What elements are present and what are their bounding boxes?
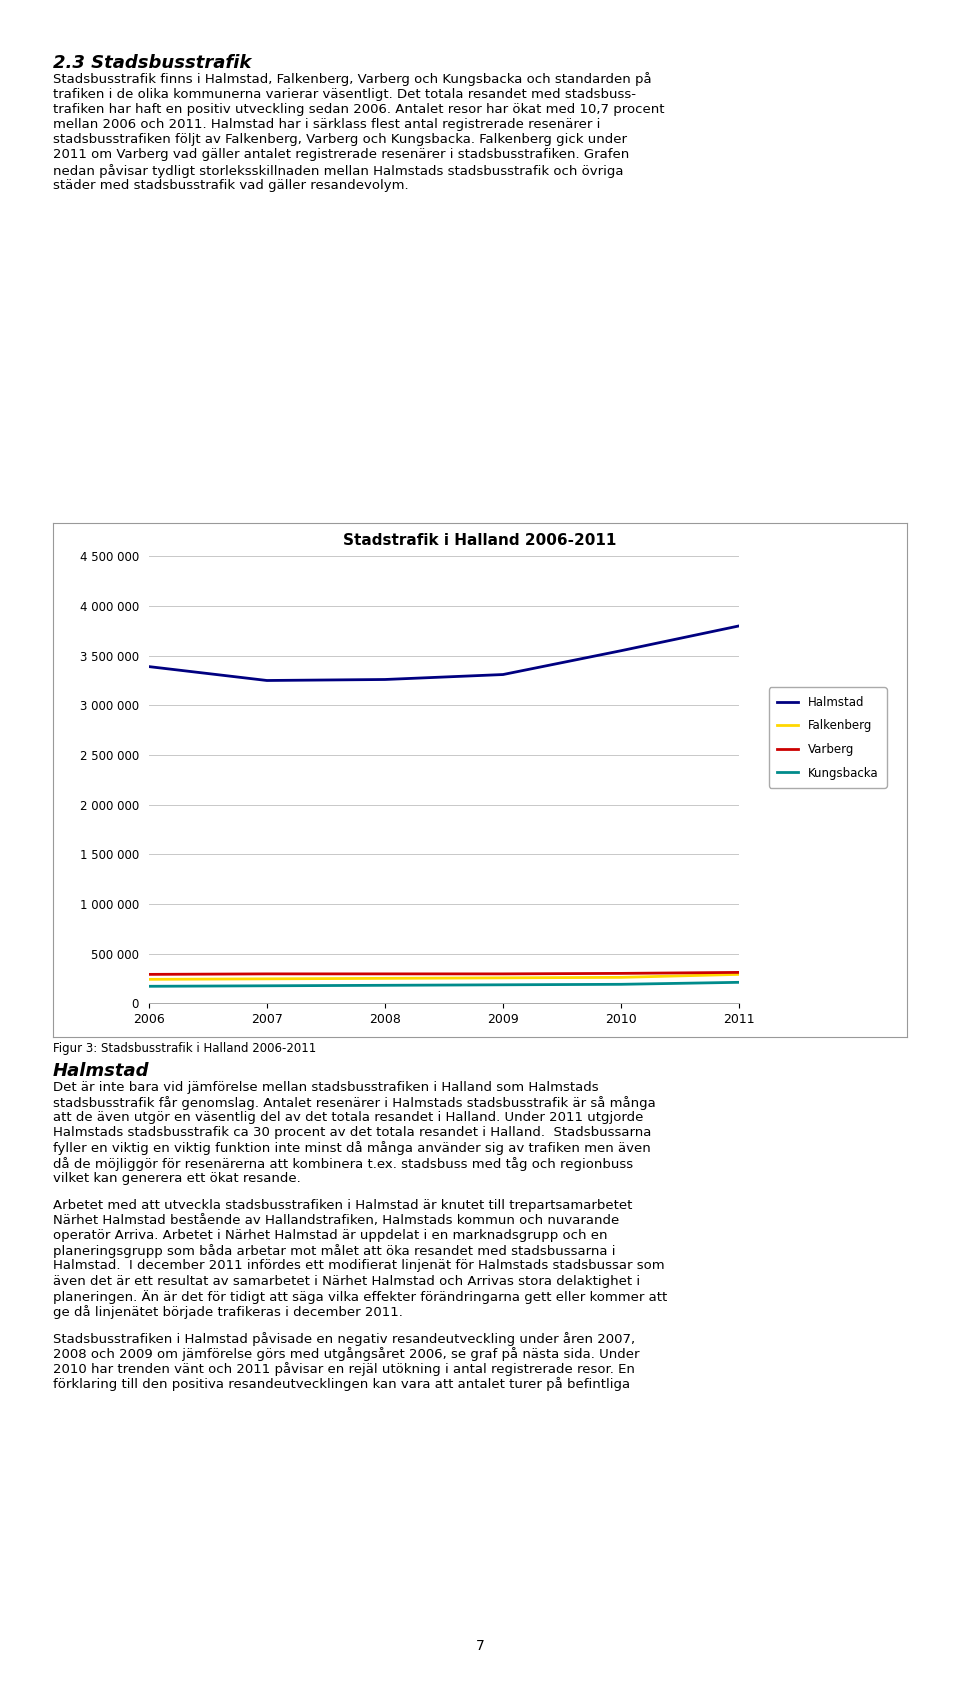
Text: mellan 2006 och 2011. Halmstad har i särklass flest antal registrerade resenärer: mellan 2006 och 2011. Halmstad har i sär… — [53, 118, 600, 132]
Text: 2008 och 2009 om jämförelse görs med utgångsåret 2006, se graf på nästa sida. Un: 2008 och 2009 om jämförelse görs med utg… — [53, 1347, 639, 1361]
Text: planeringsgrupp som båda arbetar mot målet att öka resandet med stadsbussarna i: planeringsgrupp som båda arbetar mot mål… — [53, 1244, 615, 1258]
Text: även det är ett resultat av samarbetet i Närhet Halmstad och Arrivas stora delak: även det är ett resultat av samarbetet i… — [53, 1275, 640, 1288]
Text: förklaring till den positiva resandeutvecklingen kan vara att antalet turer på b: förklaring till den positiva resandeutve… — [53, 1377, 630, 1391]
Text: stadsbusstrafiken följt av Falkenberg, Varberg och Kungsbacka. Falkenberg gick u: stadsbusstrafiken följt av Falkenberg, V… — [53, 133, 627, 147]
Text: Arbetet med att utveckla stadsbusstrafiken i Halmstad är knutet till trepartsama: Arbetet med att utveckla stadsbusstrafik… — [53, 1199, 633, 1212]
Text: att de även utgör en väsentlig del av det totala resandet i Halland. Under 2011 : att de även utgör en väsentlig del av de… — [53, 1111, 643, 1125]
Text: Stadsbusstrafik finns i Halmstad, Falkenberg, Varberg och Kungsbacka och standar: Stadsbusstrafik finns i Halmstad, Falken… — [53, 72, 652, 86]
Text: stadsbusstrafik får genomslag. Antalet resenärer i Halmstads stadsbusstrafik är : stadsbusstrafik får genomslag. Antalet r… — [53, 1096, 656, 1109]
Text: trafiken har haft en positiv utveckling sedan 2006. Antalet resor har ökat med 1: trafiken har haft en positiv utveckling … — [53, 103, 664, 116]
Text: städer med stadsbusstrafik vad gäller resandevolym.: städer med stadsbusstrafik vad gäller re… — [53, 179, 408, 192]
Text: trafiken i de olika kommunerna varierar väsentligt. Det totala resandet med stad: trafiken i de olika kommunerna varierar … — [53, 88, 636, 101]
Text: Närhet Halmstad bestående av Hallandstrafiken, Halmstads kommun och nuvarande: Närhet Halmstad bestående av Hallandstra… — [53, 1214, 619, 1227]
Text: 2010 har trenden vänt och 2011 påvisar en rejäl utökning i antal registrerade re: 2010 har trenden vänt och 2011 påvisar e… — [53, 1362, 635, 1376]
Text: 2011 om Varberg vad gäller antalet registrerade resenärer i stadsbusstrafiken. G: 2011 om Varberg vad gäller antalet regis… — [53, 148, 629, 162]
Text: 7: 7 — [475, 1639, 485, 1652]
Text: Figur 3: Stadsbusstrafik i Halland 2006-2011: Figur 3: Stadsbusstrafik i Halland 2006-… — [53, 1042, 316, 1055]
Text: planeringen. Än är det för tidigt att säga vilka effekter förändringarna gett el: planeringen. Än är det för tidigt att sä… — [53, 1290, 667, 1303]
Text: Halmstad: Halmstad — [53, 1062, 150, 1081]
Text: fyller en viktig en viktig funktion inte minst då många använder sig av trafiken: fyller en viktig en viktig funktion inte… — [53, 1141, 651, 1155]
Text: nedan påvisar tydligt storleksskillnaden mellan Halmstads stadsbusstrafik och öv: nedan påvisar tydligt storleksskillnaden… — [53, 164, 623, 177]
Text: Det är inte bara vid jämförelse mellan stadsbusstrafiken i Halland som Halmstads: Det är inte bara vid jämförelse mellan s… — [53, 1081, 598, 1094]
Text: ge då linjenätet började trafikeras i december 2011.: ge då linjenätet började trafikeras i de… — [53, 1305, 402, 1318]
Text: Halmstad.  I december 2011 infördes ett modifierat linjenät för Halmstads stadsb: Halmstad. I december 2011 infördes ett m… — [53, 1259, 664, 1273]
Text: Halmstads stadsbusstrafik ca 30 procent av det totala resandet i Halland.  Stads: Halmstads stadsbusstrafik ca 30 procent … — [53, 1126, 651, 1140]
Text: vilket kan generera ett ökat resande.: vilket kan generera ett ökat resande. — [53, 1172, 300, 1185]
Legend: Halmstad, Falkenberg, Varberg, Kungsbacka: Halmstad, Falkenberg, Varberg, Kungsback… — [769, 688, 887, 787]
Text: då de möjliggör för resenärerna att kombinera t.ex. stadsbuss med tåg och region: då de möjliggör för resenärerna att komb… — [53, 1157, 633, 1170]
Text: operatör Arriva. Arbetet i Närhet Halmstad är uppdelat i en marknadsgrupp och en: operatör Arriva. Arbetet i Närhet Halmst… — [53, 1229, 608, 1243]
Text: 2.3 Stadsbusstrafik: 2.3 Stadsbusstrafik — [53, 54, 252, 72]
Text: Stadsbusstrafiken i Halmstad påvisade en negativ resandeutveckling under åren 20: Stadsbusstrafiken i Halmstad påvisade en… — [53, 1332, 635, 1345]
Text: Stadstrafik i Halland 2006-2011: Stadstrafik i Halland 2006-2011 — [344, 533, 616, 548]
